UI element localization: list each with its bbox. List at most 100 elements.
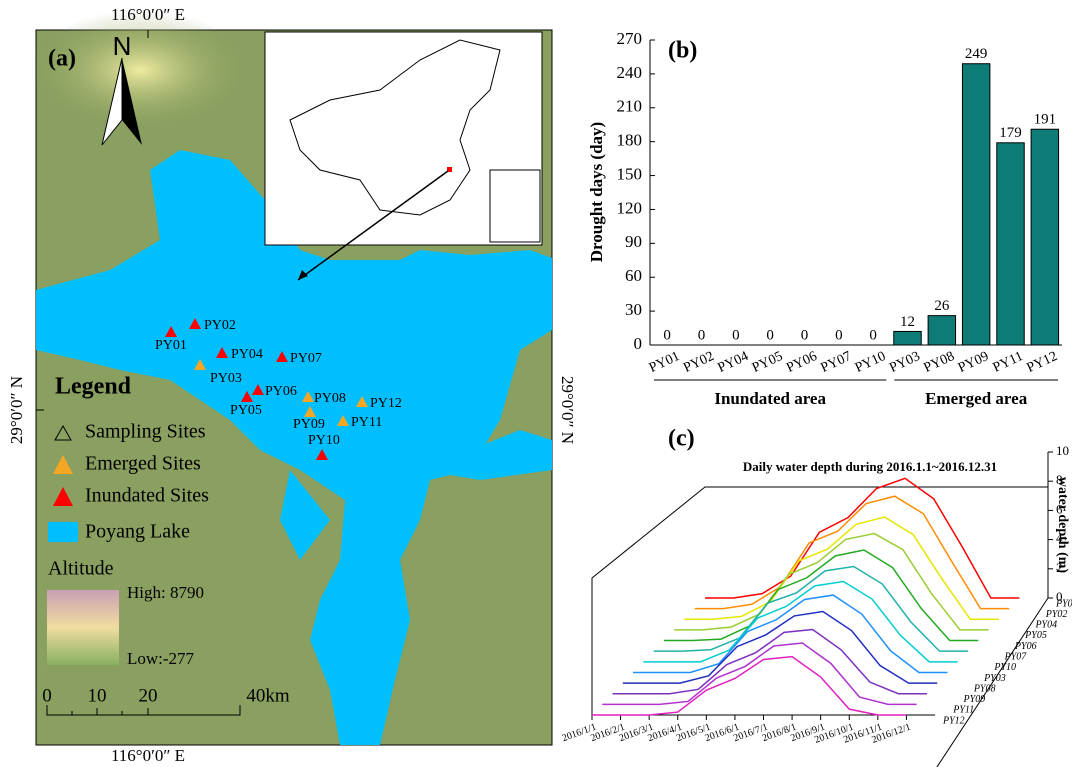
x-tick-label: PY04 (716, 349, 751, 376)
altitude-ramp (47, 590, 119, 665)
bar (1031, 129, 1058, 345)
site-label: PY07 (290, 351, 322, 366)
series-label: PY12 (942, 715, 965, 726)
series-label: PY03 (983, 673, 1006, 684)
figure: N (a) 116°0′0″ E 116°0′0″ E 29°0′0″ N 29… (0, 0, 1072, 767)
series-line (633, 595, 947, 672)
site-label: PY12 (370, 396, 402, 411)
site-label: PY03 (210, 371, 242, 386)
value-label: 12 (900, 314, 915, 330)
panel-label: (b) (668, 38, 697, 64)
series-label: PY10 (993, 662, 1016, 673)
bar (997, 143, 1024, 345)
y-axis-title: Drought days (day) (587, 122, 606, 262)
altitude-title: Altitude (48, 558, 114, 580)
value-label: 191 (1034, 112, 1057, 128)
y-tick-label: 180 (617, 131, 643, 150)
series-label: PY04 (1034, 620, 1057, 631)
bar (894, 331, 921, 345)
lat-label: 29°0′0″ N (7, 376, 26, 444)
x-tick-label: PY10 (853, 349, 888, 376)
group-label: Emerged area (925, 389, 1028, 408)
site-label: PY04 (231, 347, 263, 362)
bar (962, 64, 989, 345)
series-label: PY08 (973, 683, 996, 694)
legend-label: Inundated Sites (85, 485, 209, 507)
x-tick-label: PY06 (784, 349, 819, 376)
frame (592, 487, 1048, 715)
y-tick-label: 210 (617, 97, 643, 116)
site-label: PY05 (230, 403, 262, 418)
x-tick-label: PY11 (991, 349, 1026, 376)
series-label: PY07 (1004, 651, 1028, 662)
bar (928, 316, 955, 345)
legend-label: Sampling Sites (85, 421, 206, 443)
legend-label: Emerged Sites (85, 453, 201, 475)
site-label: PY10 (308, 433, 340, 448)
series-label: PY02 (1045, 609, 1068, 620)
legend-symbol (48, 522, 78, 542)
value-label: 179 (999, 125, 1022, 141)
y-tick-label: 0 (634, 334, 643, 353)
inset-sea (490, 170, 540, 242)
x-tick-label: PY12 (1025, 349, 1060, 376)
x-tick-label: PY03 (887, 349, 922, 376)
lat-label: 29°0′0″ N (558, 376, 577, 444)
y-tick-label: 90 (625, 232, 642, 251)
value-label: 0 (732, 327, 740, 343)
group-label: Inundated area (714, 389, 826, 408)
x-tick-label: PY05 (750, 349, 785, 376)
panel-label: (a) (48, 46, 76, 72)
legend-label: Poyang Lake (85, 521, 190, 543)
lon-label: 116°0′0″ E (111, 5, 185, 24)
value-label: 0 (869, 327, 877, 343)
site-label: PY09 (293, 417, 325, 432)
value-label: 0 (663, 327, 671, 343)
value-label: 0 (698, 327, 706, 343)
y-tick-label: 150 (617, 164, 643, 183)
series-label: PY09 (963, 694, 986, 705)
y-axis-title: water depth (m) (1055, 477, 1070, 574)
site-label: PY01 (155, 338, 187, 353)
site-label: PY08 (314, 391, 346, 406)
y-tick-label: 240 (617, 63, 643, 82)
series-label: PY01 (1055, 598, 1072, 609)
series-label: PY11 (952, 705, 974, 716)
series-line (705, 478, 1019, 598)
map-panel: N (a) 116°0′0″ E 116°0′0″ E 29°0′0″ N 29… (7, 5, 577, 765)
series-line (592, 657, 906, 715)
x-tick-label: PY02 (681, 349, 716, 376)
scale-label: 10 (88, 685, 107, 706)
y-tick-label: 10 (1056, 443, 1069, 458)
scale-label: 20 (139, 685, 158, 706)
value-label: 26 (934, 298, 950, 314)
series-label: PY06 (1014, 641, 1037, 652)
altitude-high: High: 8790 (127, 583, 204, 602)
chart-title: Daily water depth during 2016.1.1~2016.1… (743, 459, 997, 474)
lon-label: 116°0′0″ E (111, 746, 185, 765)
x-tick-label: PY08 (922, 349, 957, 376)
series-line (674, 534, 988, 630)
legend-title: Legend (55, 374, 132, 400)
panel-label: (c) (668, 426, 695, 452)
x-tick-label: PY01 (647, 349, 682, 376)
scale-label: 0 (42, 685, 52, 706)
site-label: PY02 (204, 318, 236, 333)
scale-label: 40km (246, 685, 290, 706)
value-label: 0 (766, 327, 774, 343)
value-label: 0 (801, 327, 809, 343)
value-label: 0 (835, 327, 843, 343)
north-label: N (113, 31, 132, 61)
y-tick-label: 60 (625, 266, 642, 285)
y-tick-label: 30 (625, 300, 642, 319)
site-label: PY06 (265, 384, 297, 399)
y-tick-label: 270 (617, 29, 643, 48)
y-tick-label: 120 (617, 198, 643, 217)
x-tick-label: PY07 (819, 349, 854, 376)
series-label: PY05 (1024, 630, 1047, 641)
site-label: PY11 (351, 415, 382, 430)
x-tick-label: PY09 (956, 349, 991, 376)
altitude-low: Low:-277 (127, 649, 195, 668)
value-label: 249 (965, 46, 988, 62)
